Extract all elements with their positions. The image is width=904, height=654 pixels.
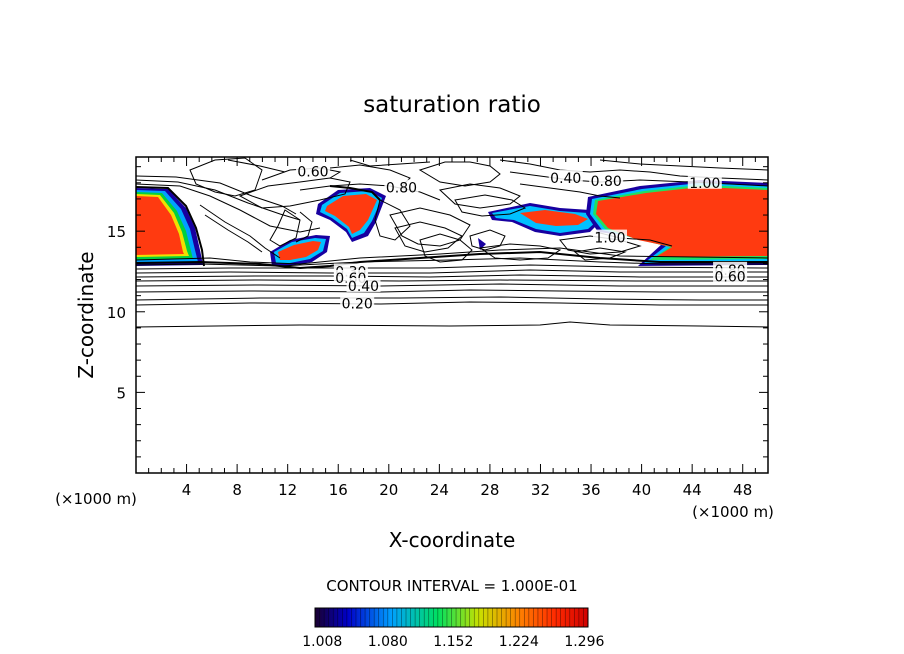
x-tick-labels: 4 8 12 16 20 24 28 32 36 40 44 48 (182, 481, 752, 499)
contour-line (573, 247, 627, 261)
x-tick-label: 24 (430, 481, 449, 499)
colorbar-tick-label: 1.152 (433, 634, 473, 650)
contour-value-label: 1.00 (593, 229, 627, 247)
contour-line (454, 194, 527, 217)
y-axis-label: Z-coordinate (74, 251, 98, 378)
x-tick-label: 16 (329, 481, 348, 499)
x-tick-label: 4 (182, 481, 192, 499)
svg-text:0.60: 0.60 (297, 165, 328, 181)
x-tick-label: 44 (683, 481, 702, 499)
contour-value-label: 0.20 (340, 295, 375, 313)
contour-line (469, 229, 506, 251)
svg-text:1.00: 1.00 (689, 176, 720, 192)
contour-interval-label: CONTOUR INTERVAL = 1.000E-01 (326, 577, 577, 595)
contour-value-label: 0.80 (589, 173, 624, 190)
svg-text:0.40: 0.40 (550, 171, 581, 187)
contour-line (136, 289, 768, 293)
supersaturation-fill-layer (136, 180, 768, 266)
x-tick-label: 32 (531, 481, 550, 499)
svg-text:1.00: 1.00 (594, 231, 625, 247)
contour-line (349, 159, 431, 167)
contour-line (418, 161, 501, 187)
y-tick-label: 5 (116, 384, 126, 402)
colorbar-tick-label: 1.008 (302, 634, 342, 650)
contour-value-label: 0.60 (295, 163, 330, 181)
x-tick-label: 8 (232, 481, 242, 499)
x-tick-label: 12 (278, 481, 297, 499)
contour-line (136, 274, 768, 278)
fill-region-right (586, 180, 768, 266)
contour-line (189, 157, 263, 197)
contour-label-layer: 0.600.800.400.801.001.000.800.600.300.60… (295, 163, 748, 313)
contour-value-label: 0.80 (384, 179, 419, 197)
contour-line (136, 283, 768, 287)
contour-value-label: 0.60 (713, 268, 748, 285)
x-unit-label: (×1000 m) (692, 503, 774, 521)
svg-text:0.40: 0.40 (348, 279, 379, 295)
contour-line (136, 296, 768, 301)
fill-region-left (136, 188, 203, 266)
fill-region-mid-low (270, 235, 330, 266)
x-tick-label: 20 (379, 481, 398, 499)
contour-line (136, 269, 768, 274)
contour-line (136, 183, 321, 233)
x-tick-label: 40 (632, 481, 651, 499)
colorbar-divisions (319, 608, 584, 627)
y-tick-label: 10 (107, 304, 126, 322)
contour-line (199, 204, 281, 259)
contour-line (519, 183, 621, 199)
chart-title: saturation ratio (363, 92, 541, 118)
z-unit-label: (×1000 m) (55, 490, 137, 508)
contour-value-label: 0.40 (346, 277, 381, 295)
contour-line-layer (136, 157, 768, 328)
contour-line (136, 247, 768, 265)
contour-line (438, 183, 521, 209)
svg-text:0.60: 0.60 (714, 269, 745, 285)
colorbar-tick-label: 1.296 (564, 634, 604, 650)
tick-layer (136, 157, 768, 473)
fill-region-mid-high (316, 188, 386, 242)
contour-line (227, 159, 286, 173)
contour-line (269, 209, 301, 247)
contour-line (136, 301, 768, 306)
contour-line (329, 185, 381, 201)
contour-line (136, 175, 297, 215)
svg-text:0.80: 0.80 (591, 174, 622, 190)
x-tick-label: 28 (480, 481, 499, 499)
fill-region-right-band (478, 203, 600, 250)
contour-line (204, 214, 263, 253)
contour-value-label: 0.40 (548, 169, 583, 187)
contour-line (299, 183, 441, 201)
colorbar-tick-labels: 1.008 1.080 1.152 1.224 1.296 (302, 634, 604, 650)
contour-line (374, 199, 411, 241)
colorbar: 1.008 1.080 1.152 1.224 1.296 (302, 607, 604, 650)
contour-line (394, 221, 463, 253)
colorbar-tick-label: 1.224 (499, 634, 539, 650)
contour-line (136, 186, 205, 267)
x-axis-label: X-coordinate (389, 528, 516, 552)
contour-line (599, 159, 768, 171)
contour-line (509, 171, 768, 187)
svg-text:0.20: 0.20 (342, 297, 373, 313)
y-tick-label: 15 (107, 223, 126, 241)
contour-line (136, 264, 768, 270)
colorbar-tick-label: 1.080 (368, 634, 408, 650)
contour-line (136, 257, 768, 267)
contour-line (136, 250, 768, 270)
x-tick-label: 48 (733, 481, 752, 499)
contour-line (136, 321, 768, 328)
contour-value-label: 1.00 (687, 174, 722, 192)
y-tick-labels: 5 10 15 (107, 223, 126, 402)
svg-text:0.80: 0.80 (386, 181, 417, 197)
contour-line (136, 279, 768, 282)
x-tick-label: 36 (581, 481, 600, 499)
contour-line (295, 211, 313, 243)
